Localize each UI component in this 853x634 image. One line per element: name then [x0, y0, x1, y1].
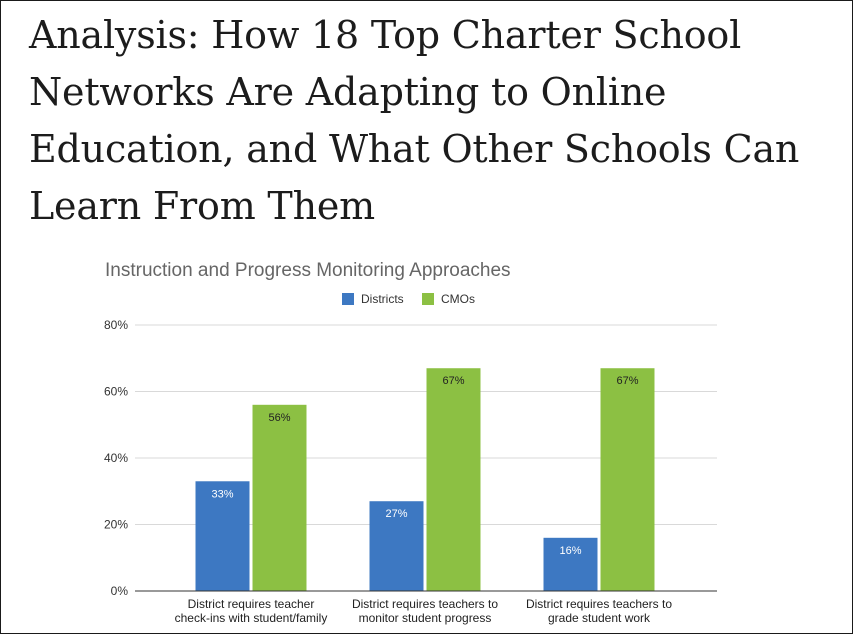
x-category-label: District requires teachers to	[526, 597, 672, 611]
data-label: 56%	[268, 412, 290, 424]
x-category-label: District requires teacher	[188, 597, 315, 611]
x-category-label: check-ins with student/family	[175, 611, 328, 625]
data-label: 27%	[385, 508, 407, 520]
chart-legend: Districts CMOs	[342, 292, 475, 306]
bar-cmos-2	[426, 368, 481, 591]
y-tick-label: 20%	[104, 518, 128, 532]
bar-cmos-1	[252, 404, 307, 591]
y-axis: 0% 20% 40% 60% 80%	[104, 318, 128, 598]
bar-districts-1	[195, 481, 250, 591]
chart-bars: 33% 27% 16% 56% 67% 67%	[135, 368, 717, 592]
bar-districts-3	[543, 537, 598, 591]
y-tick-label: 80%	[104, 318, 128, 332]
bar-cmos-3	[600, 368, 655, 591]
data-label: 67%	[442, 375, 464, 387]
legend-swatch-districts	[342, 293, 354, 305]
legend-swatch-cmos	[422, 293, 434, 305]
article-headline: Analysis: How 18 Top Charter School Netw…	[29, 13, 800, 228]
x-category-label: District requires teachers to	[352, 597, 498, 611]
chart-title: Instruction and Progress Monitoring Appr…	[105, 260, 511, 281]
legend-label-cmos: CMOs	[441, 292, 475, 306]
data-label: 16%	[559, 545, 581, 557]
legend-label-districts: Districts	[361, 292, 404, 306]
bar-districts-2	[369, 501, 424, 591]
x-category-label: grade student work	[548, 611, 651, 625]
y-tick-label: 0%	[111, 584, 129, 598]
y-tick-label: 40%	[104, 451, 128, 465]
x-category-label: monitor student progress	[359, 611, 492, 625]
data-label: 67%	[616, 375, 638, 387]
y-tick-label: 60%	[104, 385, 128, 399]
data-label: 33%	[211, 488, 233, 500]
